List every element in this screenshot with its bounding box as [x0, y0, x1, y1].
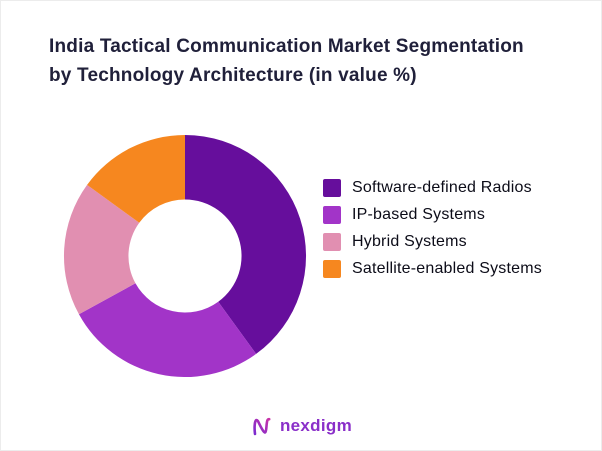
- legend-item-satellite-enabled-systems: Satellite-enabled Systems: [323, 259, 542, 278]
- donut-segment-4: [87, 134, 185, 223]
- donut-segment-2: [78, 283, 257, 378]
- nexdigm-logo-text: nexdigm: [279, 416, 352, 435]
- chart-area: Software-defined Radios IP-based Systems…: [1, 132, 601, 380]
- donut-chart: [63, 134, 307, 378]
- chart-title: India Tactical Communication Market Segm…: [49, 36, 524, 86]
- legend-label-ip-based-systems: IP-based Systems: [352, 205, 486, 223]
- nexdigm-logo-icon: [250, 414, 274, 438]
- legend-swatch-hybrid-systems: [323, 232, 341, 251]
- footer-logo: nexdigm: [1, 414, 601, 438]
- legend-label-software-defined-radios: Software-defined Radios: [352, 178, 532, 196]
- legend-swatch-software-defined-radios: [323, 178, 341, 197]
- legend-item-software-defined-radios: Software-defined Radios: [323, 178, 542, 197]
- legend-label-satellite-enabled-systems: Satellite-enabled Systems: [352, 259, 542, 277]
- legend-swatch-ip-based-systems: [323, 205, 341, 224]
- legend-swatch-satellite-enabled-systems: [323, 259, 341, 278]
- donut-segment-1: [185, 134, 307, 354]
- donut-segment-3: [63, 184, 140, 315]
- legend-item-hybrid-systems: Hybrid Systems: [323, 232, 542, 251]
- legend-item-ip-based-systems: IP-based Systems: [323, 205, 542, 224]
- legend: Software-defined Radios IP-based Systems…: [323, 178, 542, 278]
- legend-label-hybrid-systems: Hybrid Systems: [352, 232, 467, 250]
